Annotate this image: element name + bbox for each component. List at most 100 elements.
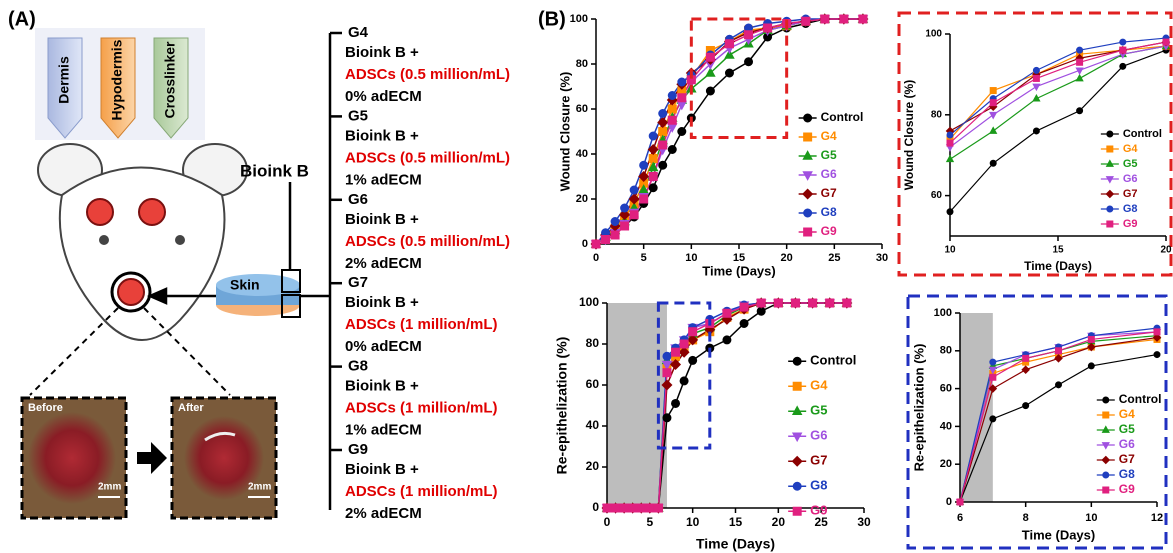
marker [1055,381,1062,389]
marker [705,86,715,96]
legend-label: G6 [1123,173,1138,185]
marker [1055,347,1062,355]
marker [1054,354,1063,363]
series-line [959,327,1158,503]
x-tick-label: 10 [1085,512,1097,524]
mouse [37,143,248,341]
y-axis-label: Wound Closure (%) [557,72,572,192]
marker [1105,176,1114,184]
marker [802,171,813,181]
marker [989,373,997,381]
group-line: Bioink B + [345,378,419,395]
marker [658,127,668,136]
bioink-label: Bioink B [240,161,309,180]
marker [629,185,639,195]
x-tick-label: 15 [733,252,745,264]
marker [1102,396,1110,404]
scale-label: 2mm [248,482,271,493]
marker [619,209,631,221]
legend-label: G8 [810,478,827,493]
marker [1101,455,1111,465]
marker [739,319,749,328]
marker [653,503,663,513]
y-tick-label: 0 [592,500,599,514]
tube-label: Hypodermis [109,39,125,120]
marker [1102,471,1110,479]
group-name: G8 [348,358,368,375]
group-line: ADSCs (0.5 million/mL) [345,66,510,83]
marker [647,143,659,156]
y-axis-label: Re-epithelization (%) [911,344,926,472]
y-tick-label: 80 [940,345,952,357]
y-tick-label: 100 [579,295,599,309]
zoom-box [656,301,712,450]
wound [86,198,114,226]
tube [100,37,136,139]
marker [792,356,802,366]
marker [803,113,813,123]
marker [989,358,997,366]
marker [858,14,868,24]
group-name: G4 [348,24,369,41]
marker [988,366,997,375]
y-tick-label: 0 [582,238,588,250]
marker [687,334,699,346]
marker [1032,127,1040,135]
x-tick-label: 20 [1160,245,1172,256]
photo-caption: After [178,402,204,414]
y-tick-label: 100 [570,13,588,25]
marker [721,313,733,325]
group-line: 2% adECM [345,255,422,272]
marker [645,503,655,513]
marker [610,230,620,240]
marker [619,503,629,513]
marker [989,159,997,167]
series-line [949,45,1167,148]
panel-label: (A) [8,8,36,30]
legend-label: G6 [1119,437,1135,451]
marker [773,298,783,308]
marker [756,298,766,308]
marker [657,116,669,129]
marker [744,57,754,67]
marker [988,384,998,393]
x-tick-label: 5 [641,252,647,264]
marker [677,77,687,87]
series-line [949,49,1167,213]
marker [1102,486,1110,494]
marker [1076,107,1084,115]
marker [1152,333,1162,342]
marker [946,208,954,216]
y-axis-label: Re-epithelization (%) [554,337,570,475]
group-line: Bioink B + [345,211,419,228]
marker [739,302,749,312]
legend-label: G4 [1119,407,1135,421]
x-axis-label: Time (Days) [696,536,775,552]
marker [722,335,732,345]
group-line: 1% adECM [345,422,422,439]
marker [661,360,673,371]
photo-wound [184,416,264,500]
marker [1101,442,1110,450]
wound [138,198,166,226]
marker [677,127,687,136]
tube [153,37,189,139]
group-line: 2% adECM [345,505,422,522]
legend-label: G7 [821,186,837,200]
tube-label: Crosslinker [162,41,178,119]
legend-label: G4 [1123,143,1139,155]
marker [636,503,646,513]
legend-label: G6 [821,167,837,181]
marker [662,351,672,361]
x-tick-label: 30 [857,515,871,529]
marker [667,115,677,125]
group-line: Bioink B + [345,294,419,311]
marker [688,327,698,337]
legend-label: Control [1119,392,1162,406]
series-line [949,45,1167,140]
group-line: ADSCs (1 million/mL) [345,483,498,500]
marker [639,194,649,204]
legend-label: G7 [1119,452,1135,466]
chart: 0 5 10 15 20 25 30 0 20 40 60 80 100 Time (Days) Wound… [557,13,888,279]
legend-label: G5 [810,403,827,418]
